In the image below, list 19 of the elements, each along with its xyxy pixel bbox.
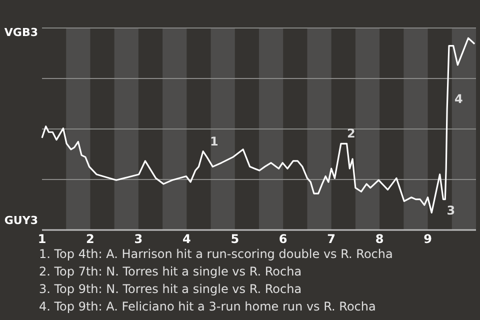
x-tick-label: 9 bbox=[424, 232, 432, 246]
text: VGB3 bbox=[4, 26, 38, 39]
x-tick-label: 8 bbox=[375, 232, 384, 246]
text: 1. Top 4th: A. Harrison hit a run-scoring double vs R. Rocha bbox=[39, 247, 393, 261]
annotation: 4 bbox=[454, 92, 463, 106]
text: 4. Top 9th: A. Feliciano hit a 3-run home run vs R. Rocha bbox=[39, 300, 376, 314]
x-tick-label: 4 bbox=[182, 232, 191, 246]
text: GUY3 bbox=[4, 214, 38, 227]
x-tick-label: 6 bbox=[278, 232, 288, 246]
x-tick-label: 7 bbox=[327, 232, 336, 246]
x-tick-label: 3 bbox=[134, 232, 143, 246]
annotation: 3 bbox=[446, 203, 456, 218]
annotation: 2 bbox=[346, 126, 356, 141]
x-tick-label: 2 bbox=[86, 232, 94, 246]
x-tick-label: 5 bbox=[230, 232, 240, 246]
x-tick-label: 1 bbox=[38, 232, 46, 246]
annotation: 1 bbox=[210, 134, 218, 148]
text: 2. Top 7th: N. Torres hit a single vs R. Rocha bbox=[39, 264, 302, 278]
text: 3. Top 9th: N. Torres hit a single vs R. Rocha bbox=[39, 282, 302, 296]
